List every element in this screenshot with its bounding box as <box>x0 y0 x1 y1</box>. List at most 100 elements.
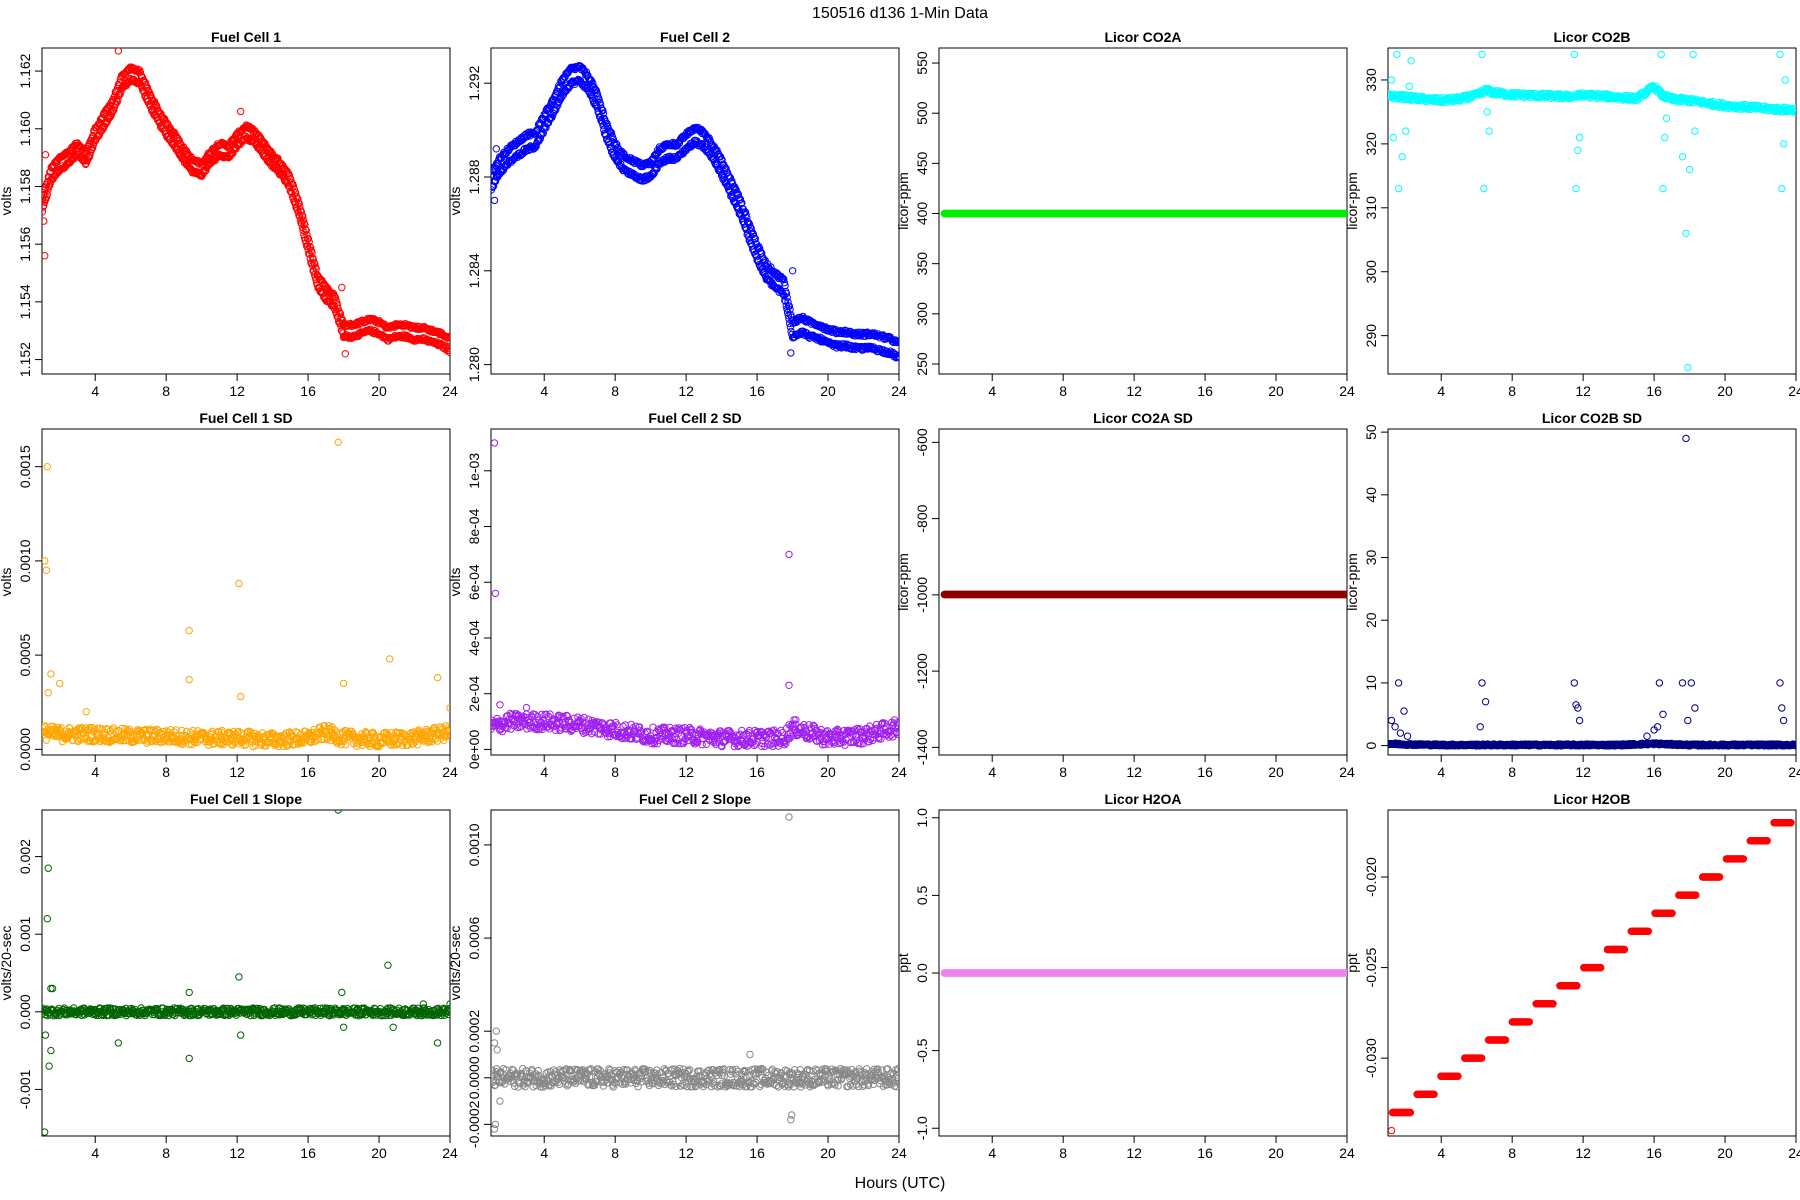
data-point <box>290 185 298 193</box>
y-axis-label: volts <box>0 187 14 216</box>
data-point <box>797 723 806 731</box>
data-point <box>751 235 759 243</box>
data-point <box>603 120 611 128</box>
data-point <box>735 732 743 740</box>
data-point <box>713 146 721 154</box>
data-point <box>404 741 412 749</box>
data-point <box>138 72 146 80</box>
data-point-outlier <box>43 463 51 471</box>
panel-title: Fuel Cell 2 SD <box>648 410 741 426</box>
data-point <box>722 164 730 173</box>
x-tick-label: 12 <box>229 764 245 780</box>
data-point-outlier <box>1575 133 1584 142</box>
data-point-outlier <box>1388 76 1396 84</box>
data-point <box>736 195 745 204</box>
data-point-outlier <box>338 283 346 292</box>
y-tick-label: 300 <box>1363 260 1379 284</box>
data-point <box>287 175 295 183</box>
data-point-outlier <box>1405 82 1414 91</box>
data-point <box>792 716 800 724</box>
plot-frame <box>490 47 900 375</box>
data-point <box>613 140 621 149</box>
data-point <box>830 740 838 748</box>
data-point <box>133 66 141 74</box>
x-tick-label: 16 <box>1646 383 1662 399</box>
x-tick-label: 12 <box>1575 383 1591 399</box>
data-point-outlier <box>47 670 55 678</box>
data-point-outlier <box>1394 184 1403 193</box>
data-point <box>446 348 450 357</box>
data-point <box>599 109 608 117</box>
data-point <box>331 293 340 302</box>
data-point <box>780 279 789 287</box>
data-point-outlier <box>237 107 245 116</box>
data-point <box>785 302 794 310</box>
data-points <box>42 48 450 358</box>
data-point-outlier <box>42 566 51 574</box>
data-point <box>501 720 509 728</box>
figure-title: 150516 d136 1-Min Data <box>812 5 988 22</box>
data-point <box>1636 94 1644 103</box>
data-point <box>413 741 422 749</box>
data-point <box>729 732 737 740</box>
data-point-outlier <box>788 267 797 275</box>
data-point <box>1342 209 1347 218</box>
data-point <box>563 712 572 720</box>
data-point <box>303 242 312 251</box>
y-tick-label: 250 <box>914 352 930 376</box>
data-point <box>341 741 350 749</box>
y-axis-label: volts <box>447 568 463 597</box>
y-tick-label: 1.162 <box>17 53 33 88</box>
data-point-outlier <box>1570 50 1579 59</box>
data-point <box>1792 108 1796 116</box>
x-tick-label: 24 <box>891 383 907 399</box>
panel-title: Licor CO2B <box>1553 29 1630 45</box>
data-point <box>178 726 186 735</box>
data-point <box>430 723 439 732</box>
y-tick-label: 1.280 <box>466 347 482 382</box>
data-point <box>55 726 64 734</box>
data-point-outlier <box>334 438 342 446</box>
data-point-outlier <box>1778 184 1786 193</box>
y-tick-label: 320 <box>1363 132 1379 156</box>
y-axis-label: volts <box>447 187 463 216</box>
data-point <box>760 255 768 263</box>
data-point <box>83 157 91 165</box>
data-point-outlier <box>1781 76 1790 84</box>
data-point <box>445 723 450 731</box>
y-tick-label: 300 <box>914 302 930 326</box>
data-point-outlier <box>42 252 49 260</box>
data-point <box>573 722 581 730</box>
data-point-outlier <box>114 48 122 55</box>
data-point <box>170 728 178 736</box>
x-tick-label: 20 <box>820 764 836 780</box>
data-point <box>512 710 521 718</box>
data-point <box>782 289 791 298</box>
data-point <box>591 85 599 93</box>
data-point-outlier <box>1779 140 1788 148</box>
plot-frame <box>490 428 900 756</box>
y-tick-label: 2e-04 <box>466 676 482 712</box>
data-point <box>164 120 172 128</box>
data-point <box>649 723 657 731</box>
data-point <box>748 227 756 236</box>
data-point-outlier <box>492 145 500 153</box>
data-point <box>285 171 293 179</box>
x-tick-label: 8 <box>611 383 619 399</box>
x-tick-label: 24 <box>442 383 458 399</box>
data-point <box>582 68 591 76</box>
data-point-outlier <box>1685 165 1694 174</box>
data-point-outlier <box>82 708 91 716</box>
data-points <box>42 438 450 751</box>
data-point <box>759 269 768 277</box>
data-point <box>445 334 450 342</box>
x-tick-label: 20 <box>820 383 836 399</box>
data-point <box>309 256 318 264</box>
data-point <box>336 309 345 318</box>
